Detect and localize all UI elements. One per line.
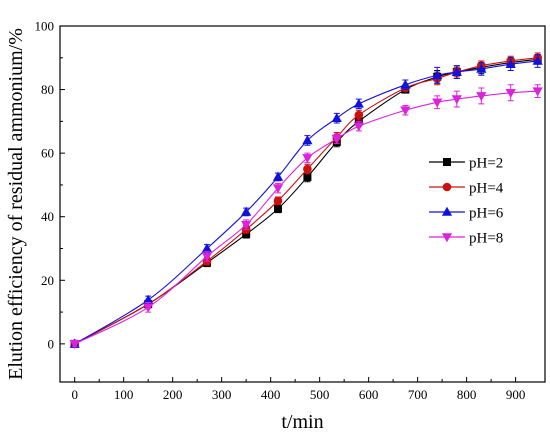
data-point	[201, 243, 213, 253]
data-point	[432, 69, 443, 80]
data-point	[241, 220, 252, 230]
data-point	[476, 92, 487, 102]
data-point	[69, 340, 80, 350]
data-point	[353, 98, 364, 108]
series-line	[74, 57, 538, 345]
y-tick-label: 0	[48, 336, 55, 351]
data-point	[505, 88, 516, 99]
data-point	[476, 63, 487, 73]
legend-marker	[441, 233, 453, 243]
legend-marker	[442, 182, 452, 192]
x-tick-label: 800	[457, 387, 477, 402]
data-point	[354, 110, 364, 120]
x-tick-label: 300	[212, 387, 232, 402]
y-tick-label: 40	[41, 209, 54, 224]
x-tick-label: 700	[408, 387, 428, 402]
data-point	[532, 55, 543, 65]
data-point	[432, 98, 443, 108]
legend-item: pH=6	[429, 206, 504, 222]
data-point	[242, 230, 251, 239]
series-2	[69, 54, 543, 348]
data-point	[505, 58, 516, 68]
legend-marker	[441, 206, 453, 216]
data-point	[451, 95, 462, 105]
data-point	[303, 164, 312, 174]
data-point	[303, 172, 312, 181]
data-point	[331, 135, 342, 145]
series-3	[69, 84, 543, 350]
y-tick-label: 80	[41, 82, 54, 97]
y-axis-title: Elution efficiency of residual ammonium/…	[5, 28, 27, 380]
legend-item: pH=2	[429, 156, 503, 172]
data-point	[451, 66, 462, 76]
x-tick-label: 900	[506, 387, 526, 402]
data-point	[274, 204, 283, 213]
data-point	[272, 184, 284, 194]
plot-frame	[59, 25, 546, 383]
data-point	[353, 122, 364, 132]
y-tick-label: 100	[35, 19, 55, 34]
series-line	[74, 58, 538, 345]
x-tick-label: 500	[310, 387, 330, 402]
legend-item: pH=8	[429, 231, 503, 247]
legend-label: pH=4	[469, 181, 504, 197]
series-layer	[69, 52, 543, 350]
legend-label: pH=8	[469, 231, 503, 247]
legend-marker	[443, 158, 451, 166]
x-tick-label: 200	[163, 387, 183, 402]
data-point	[272, 171, 284, 181]
tick-layer	[60, 25, 517, 382]
data-point	[400, 106, 411, 116]
x-tick-label: 600	[359, 387, 379, 402]
tick-label-layer: 0 100 200 300 400 500 600 700 800 900 0 20 40 60 80 100	[35, 19, 526, 403]
legend-label: pH=6	[469, 206, 504, 222]
y-tick-label: 20	[41, 273, 54, 288]
data-point	[273, 196, 283, 206]
legend-label: pH=2	[469, 156, 503, 172]
x-tick-label: 100	[114, 387, 134, 402]
series-0	[70, 54, 542, 348]
data-point	[400, 79, 411, 89]
x-axis-title: t/min	[281, 411, 323, 433]
y-tick-label: 60	[41, 146, 54, 161]
data-point	[143, 303, 154, 313]
data-point	[241, 206, 252, 216]
data-point	[201, 252, 213, 262]
x-tick-label: 400	[261, 387, 281, 402]
legend-item: pH=4	[429, 181, 504, 197]
series-line	[74, 60, 538, 345]
data-point	[532, 87, 543, 97]
data-point	[302, 154, 313, 164]
legend: pH=2 pH=4 pH=6 pH=8	[429, 156, 504, 247]
data-point	[302, 135, 313, 145]
x-tick-label: 0	[71, 387, 78, 402]
data-point	[143, 294, 154, 304]
data-point	[331, 112, 342, 122]
